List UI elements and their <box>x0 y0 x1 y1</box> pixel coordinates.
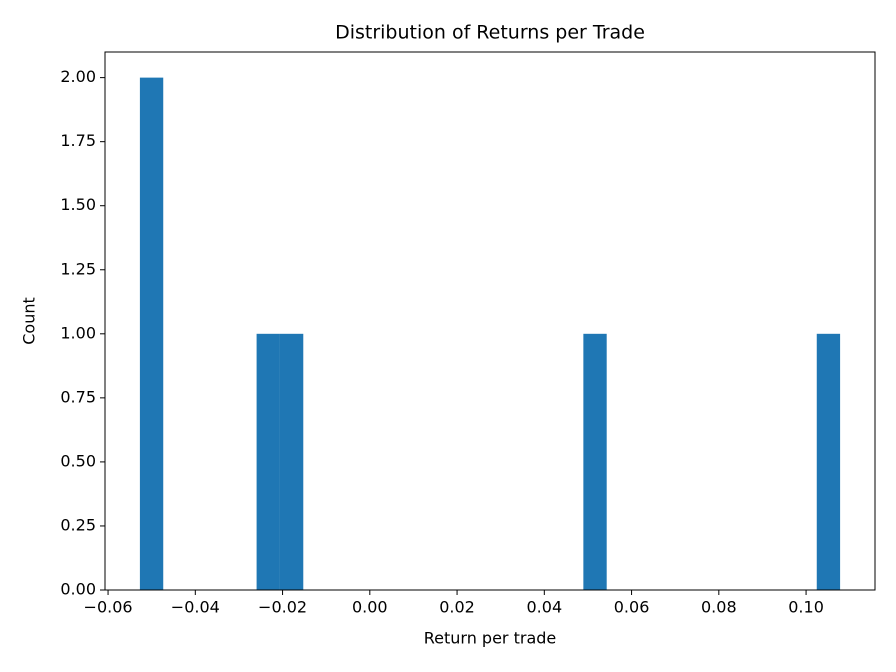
bar <box>816 333 841 590</box>
y-tick-label: 0.75 <box>60 387 96 406</box>
plot-frame <box>104 51 876 591</box>
bar <box>583 333 607 590</box>
x-tick-label: 0.02 <box>439 598 475 617</box>
x-tick-label: −0.02 <box>258 598 307 617</box>
bar <box>256 333 280 590</box>
x-tick-label: 0.00 <box>352 598 388 617</box>
y-tick-label: 0.50 <box>60 451 96 470</box>
x-tick-label: 0.08 <box>701 598 737 617</box>
y-tick-label: 0.25 <box>60 515 96 534</box>
bar <box>139 77 164 591</box>
y-tick-label: 2.00 <box>60 67 96 86</box>
y-tick-label: 1.75 <box>60 131 96 150</box>
y-tick-label: 1.00 <box>60 323 96 342</box>
y-tick-label: 0.00 <box>60 580 96 599</box>
x-tick-label: 0.10 <box>788 598 824 617</box>
x-tick-label: 0.04 <box>527 598 563 617</box>
x-tick-label: −0.04 <box>171 598 220 617</box>
chart-title: Distribution of Returns per Trade <box>335 22 645 44</box>
y-tick-label: 1.25 <box>60 259 96 278</box>
y-axis-label: Count <box>20 297 39 345</box>
x-axis-label: Return per trade <box>424 629 557 648</box>
x-tick-label: −0.06 <box>84 598 133 617</box>
y-tick-label: 1.50 <box>60 195 96 214</box>
x-tick-label: 0.06 <box>614 598 650 617</box>
bar <box>279 333 304 590</box>
